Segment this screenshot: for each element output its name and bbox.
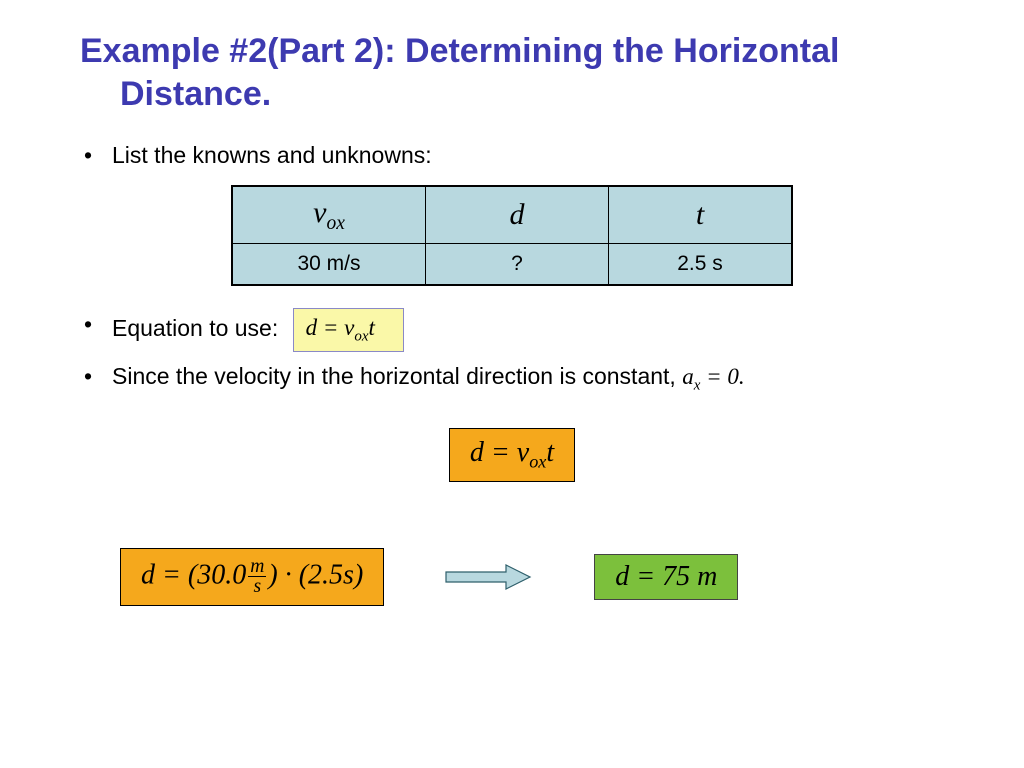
arrow-icon xyxy=(444,562,534,592)
equation-box-1: d = voxt xyxy=(449,428,575,482)
td-vox: 30 m/s xyxy=(232,244,426,286)
th-vox: vox xyxy=(232,186,426,244)
equation-solve-row: d = (30.0ms) · (2.5s) d = 75 m xyxy=(120,548,964,606)
th-d: d xyxy=(426,186,609,244)
arrow-shape xyxy=(446,565,530,589)
td-d: ? xyxy=(426,244,609,286)
th-t: t xyxy=(609,186,793,244)
equation-inline: d = voxt xyxy=(293,308,404,352)
bullet-knowns: List the knowns and unknowns: xyxy=(84,139,964,171)
bullet-equation: Equation to use: d = voxt xyxy=(84,308,964,352)
slide-title: Example #2(Part 2): Determining the Hori… xyxy=(80,30,964,115)
knowns-table: vox d t 30 m/s ? 2.5 s xyxy=(231,185,793,286)
td-t: 2.5 s xyxy=(609,244,793,286)
equation-result: d = 75 m xyxy=(594,554,738,600)
equation-box-1-row: d = voxt xyxy=(60,428,964,482)
equation-box-2: d = (30.0ms) · (2.5s) xyxy=(120,548,384,606)
bullet-constant-velocity: Since the velocity in the horizontal dir… xyxy=(84,360,964,397)
